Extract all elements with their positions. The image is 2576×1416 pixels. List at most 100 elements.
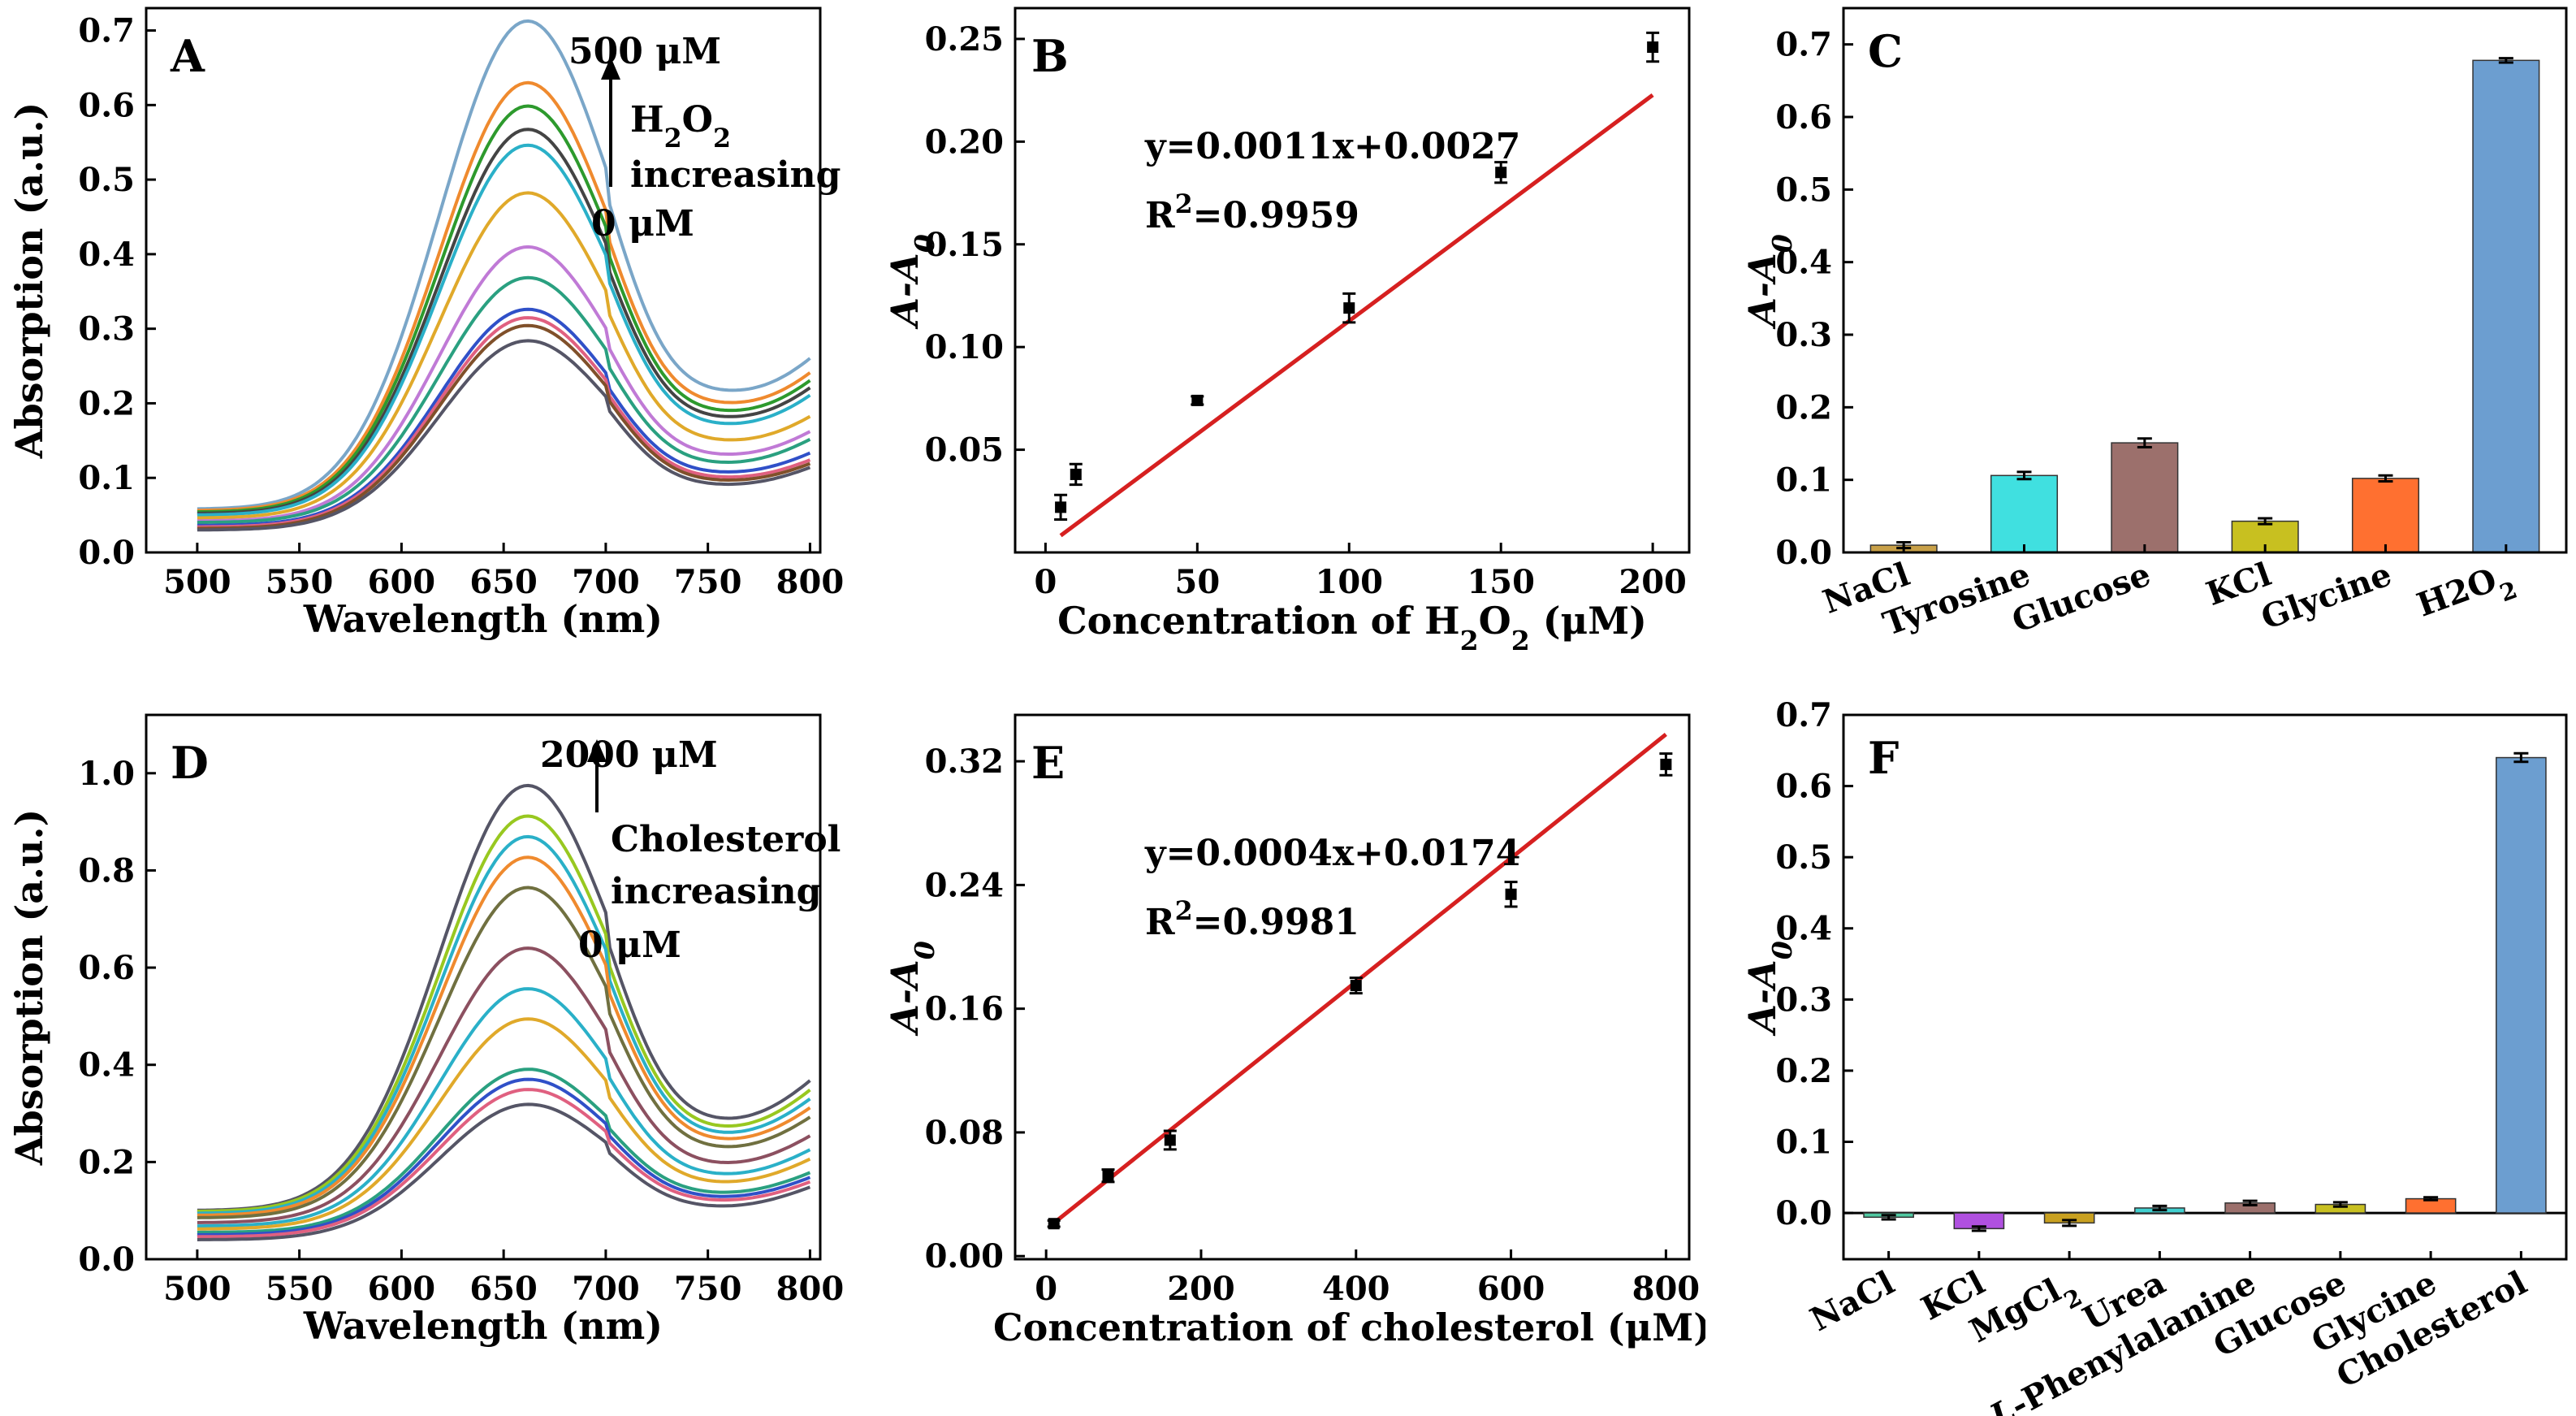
- panel-a-chart: 500 550 600 650 700 750 800 0.0 0.1 0.2 0.3 0.4 0.5 0…: [7, 6, 845, 641]
- panel-e-xtick-label: 0: [1035, 1270, 1057, 1308]
- panel-a-series-7-line: [197, 245, 811, 523]
- panel-a-annotation-top: 500 μM: [568, 31, 721, 72]
- panel-b-ytick-label: 0.05: [925, 431, 1004, 470]
- panel-d-ytick-label: 0.8: [78, 851, 135, 890]
- panel-c-bar: [2351, 478, 2420, 553]
- panel-c-ytick-label: 0.0: [1775, 534, 1832, 572]
- panel-d-panel-label: D: [171, 737, 209, 789]
- panel-e-data-point: [1048, 1218, 1060, 1230]
- panel-d-series-10-line: [197, 1077, 811, 1236]
- panel-d-annotation-bottom: 0 μM: [578, 925, 681, 966]
- panel-e-r-squared: R2=0.9981: [1145, 896, 1359, 944]
- panel-a-annotation-species: H2O2: [630, 99, 731, 154]
- panel-a-xtick-label: 800: [776, 563, 845, 601]
- panel-a-ytick-label: 0.6: [78, 86, 135, 124]
- panel-e-xtick-label: 200: [1167, 1270, 1235, 1308]
- panel-c-category-label: Glucose: [2007, 555, 2155, 640]
- panel-a-ytick-label: 0.0: [78, 534, 135, 572]
- panel-b-data-point: [1191, 394, 1204, 406]
- panel-a-ytick-label: 0.5: [78, 161, 135, 199]
- panel-a-series-2-line: [197, 80, 811, 513]
- panel-b-xtick-label: 100: [1316, 563, 1384, 601]
- panel-a-axes-frame: [145, 6, 822, 554]
- panel-b-x-axis-label: Concentration of H2O2 (μM): [1057, 599, 1647, 656]
- panel-d-ytick-label: 0.2: [78, 1143, 135, 1181]
- panel-a-series-12-line: [197, 339, 811, 532]
- panel-e-data-point: [1660, 758, 1672, 770]
- panel-d-annotation-top: 2000 μM: [540, 734, 718, 776]
- panel-b-r-squared: R2=0.9959: [1145, 189, 1359, 237]
- panel-d-ytick-label: 0.6: [78, 949, 135, 987]
- panel-a-series-5-line: [197, 143, 811, 517]
- panel-c-category-label: Glycine: [2256, 555, 2397, 637]
- panel-b-ytick-label: 0.10: [925, 328, 1004, 366]
- panel-a-ytick-label: 0.2: [78, 384, 135, 422]
- panel-b-data-point: [1055, 501, 1067, 513]
- panel-f-panel-label: F: [1868, 732, 1899, 784]
- panel-c-ytick-label: 0.3: [1775, 316, 1832, 354]
- panel-a-series-6-line: [197, 191, 811, 520]
- panel-a-xtick-label: 600: [368, 563, 436, 601]
- panel-d-xtick-label: 700: [572, 1270, 640, 1308]
- panel-b-xtick-label: 200: [1619, 563, 1687, 601]
- panel-b-chart: 0 50 100 150 200 0.05 0.10 0.15 0.20 0.25 Concentr…: [883, 6, 1691, 656]
- panel-f-ytick-label: 0.2: [1775, 1052, 1832, 1090]
- panel-d-series-7-line: [197, 987, 811, 1228]
- panel-e-ytick-label: 0.16: [925, 990, 1004, 1028]
- panel-d-series-8-line: [197, 1017, 811, 1231]
- panel-d-series-1-line: [197, 783, 811, 1212]
- panel-e-data-point: [1505, 888, 1517, 900]
- panel-b-ytick-label: 0.25: [925, 20, 1004, 58]
- panel-d-xtick-label: 800: [776, 1270, 845, 1308]
- panel-e-y-axis-label: A-A0: [883, 941, 940, 1037]
- panel-a-annotation-bottom: 0 μM: [591, 203, 694, 245]
- panel-a-xtick-label: 550: [266, 563, 334, 601]
- panel-f-ytick-label: 0.3: [1775, 981, 1832, 1019]
- panel-c-ytick-label: 0.5: [1775, 171, 1832, 209]
- panel-d-y-axis-label: Absorption (a.u.): [7, 809, 51, 1167]
- panel-c-ytick-label: 0.2: [1775, 388, 1832, 427]
- panel-e-axes-frame: [1014, 713, 1691, 1261]
- panel-a-xtick-label: 750: [674, 563, 742, 601]
- panel-a-series-11-line: [197, 323, 811, 530]
- panel-d-annotation-species: Cholesterol: [611, 819, 841, 860]
- panel-a-series-3-line: [197, 104, 811, 514]
- panel-d-series-12-line: [197, 1102, 811, 1241]
- panel-b-data-point: [1647, 41, 1659, 54]
- panel-c-bar: [1990, 474, 2059, 553]
- panel-f-category-label: NaCl: [1804, 1263, 1901, 1339]
- panel-f-category-label: MgCl2: [1964, 1263, 2087, 1360]
- panel-e-panel-label: E: [1031, 737, 1065, 789]
- panel-a-y-axis-label: Absorption (a.u.): [7, 102, 51, 460]
- panel-c-axes-frame: [1842, 6, 2568, 554]
- panel-a-xtick-label: 500: [163, 563, 231, 601]
- panel-c-bar: [2472, 59, 2540, 553]
- panel-d-chart: 500 550 600 650 700 750 800 0.0 0.2 0.4 0.6 0.8 1.0 W…: [7, 713, 845, 1348]
- panel-f-bar: [2496, 756, 2547, 1214]
- panel-d-annotation-increasing: increasing: [611, 871, 821, 912]
- panel-c-category-label: H2O2: [2412, 555, 2521, 635]
- panel-a-ytick-label: 0.4: [78, 236, 135, 274]
- panel-d-series-6-line: [197, 946, 811, 1224]
- panel-d-axes-frame: [145, 713, 822, 1261]
- panel-a-annotation-increasing: increasing: [630, 154, 841, 196]
- panel-f-ytick-label: 0.0: [1775, 1194, 1832, 1232]
- panel-a-series-10-line: [197, 316, 811, 529]
- panel-c-y-axis-label: A-A0: [1740, 234, 1798, 330]
- panel-c-bar: [2111, 442, 2179, 553]
- panel-e-xtick-label: 400: [1322, 1270, 1390, 1308]
- panel-c-ytick-label: 0.1: [1775, 461, 1832, 500]
- panel-a-ytick-label: 0.3: [78, 310, 135, 349]
- panel-f-ytick-label: 0.6: [1775, 768, 1832, 806]
- panel-d-ytick-label: 1.0: [78, 755, 135, 793]
- panel-e-ytick-label: 0.24: [925, 866, 1004, 904]
- panel-d-series-5-line: [197, 886, 811, 1219]
- panel-e-xtick-label: 600: [1477, 1270, 1545, 1308]
- panel-a-xtick-label: 700: [572, 563, 640, 601]
- panel-a-ytick-label: 0.1: [78, 459, 135, 497]
- panel-e-data-point: [1102, 1170, 1114, 1182]
- panel-a-panel-label: A: [170, 30, 205, 82]
- panel-e-x-axis-label: Concentration of cholesterol (μM): [993, 1306, 1705, 1349]
- panel-d-series-3-line: [197, 834, 811, 1215]
